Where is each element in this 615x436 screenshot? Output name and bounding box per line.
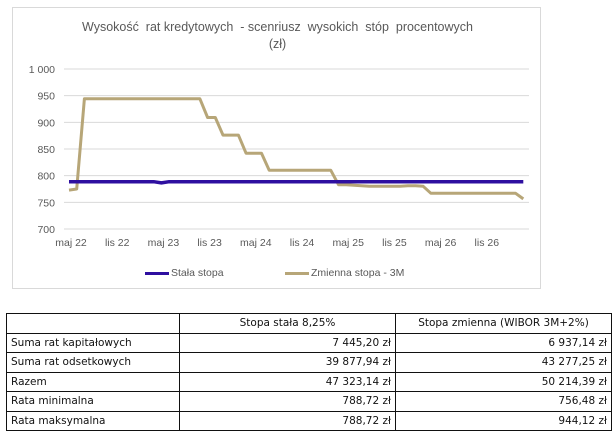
chart-area: Wysokość rat kredytowych - scenriusz wys…: [12, 7, 541, 289]
x-tick-label: maj 25: [332, 237, 364, 249]
legend-swatch-fixed: [145, 271, 169, 275]
row-label: Rata minimalna: [6, 391, 180, 412]
table-header-fixed: Stopa stała 8,25%: [179, 313, 396, 334]
table-header-row: Stopa stała 8,25% Stopa zmienna (WIBOR 3…: [6, 313, 612, 334]
table-header-variable: Stopa zmienna (WIBOR 3M+2%): [395, 313, 612, 334]
fixed-value: 39 877,94 zł: [179, 352, 396, 373]
chart-title-text: Wysokość rat kredytowych - scenriusz wys…: [82, 20, 473, 34]
legend-item-fixed: Stała stopa: [145, 267, 224, 279]
chart-title: Wysokość rat kredytowych - scenriusz wys…: [13, 19, 542, 53]
row-label: Suma rat kapitałowych: [6, 332, 180, 353]
y-tick-label: 950: [37, 91, 55, 103]
x-tick-label: lis 26: [475, 237, 500, 249]
variable-value: 756,48 zł: [395, 391, 612, 412]
y-tick-label: 1 000: [29, 64, 55, 76]
fixed-value: 7 445,20 zł: [179, 332, 396, 353]
y-tick-label: 850: [37, 144, 55, 156]
summary-table: Stopa stała 8,25% Stopa zmienna (WIBOR 3…: [6, 313, 612, 431]
fixed-value: 788,72 zł: [179, 410, 396, 431]
series-line-fixed: [69, 179, 524, 185]
x-tick-label: lis 24: [290, 237, 315, 249]
x-tick-label: lis 25: [382, 237, 407, 249]
chart-subtitle-text: (zł): [268, 37, 287, 51]
y-tick-label: 900: [37, 117, 55, 129]
table-header-empty: [6, 313, 180, 334]
y-tick-label: 800: [37, 171, 55, 183]
variable-value: 6 937,14 zł: [395, 332, 612, 353]
fixed-value: 47 323,14 zł: [179, 371, 396, 392]
row-label: Suma rat odsetkowych: [6, 352, 180, 373]
x-tick-label: maj 22: [55, 237, 87, 249]
variable-value: 50 214,39 zł: [395, 371, 612, 392]
row-label: Razem: [6, 371, 180, 392]
y-tick-label: 700: [37, 224, 55, 236]
x-tick-label: lis 23: [197, 237, 222, 249]
legend-swatch-variable: [285, 271, 309, 275]
x-tick-label: maj 23: [148, 237, 180, 249]
x-tick-label: lis 22: [105, 237, 130, 249]
table-row: Rata minimalna 788,72 zł 756,48 zł: [6, 391, 612, 412]
fixed-value: 788,72 zł: [179, 391, 396, 412]
x-tick-label: maj 26: [425, 237, 457, 249]
variable-value: 43 277,25 zł: [395, 352, 612, 373]
table-row: Suma rat kapitałowych 7 445,20 zł 6 937,…: [6, 332, 612, 353]
variable-value: 944,12 zł: [395, 410, 612, 431]
legend-item-variable: Zmienna stopa - 3M: [285, 267, 404, 279]
table-row: Suma rat odsetkowych 39 877,94 zł 43 277…: [6, 352, 612, 373]
legend-label-variable: Zmienna stopa - 3M: [311, 267, 405, 279]
table-row: Razem 47 323,14 zł 50 214,39 zł: [6, 371, 612, 392]
row-label: Rata maksymalna: [6, 410, 180, 431]
x-tick-label: maj 24: [240, 237, 272, 249]
y-tick-label: 750: [37, 197, 55, 209]
table-row: Rata maksymalna 788,72 zł 944,12 zł: [6, 410, 612, 431]
series-line-variable: [68, 97, 525, 201]
legend-label-fixed: Stała stopa: [171, 267, 224, 279]
